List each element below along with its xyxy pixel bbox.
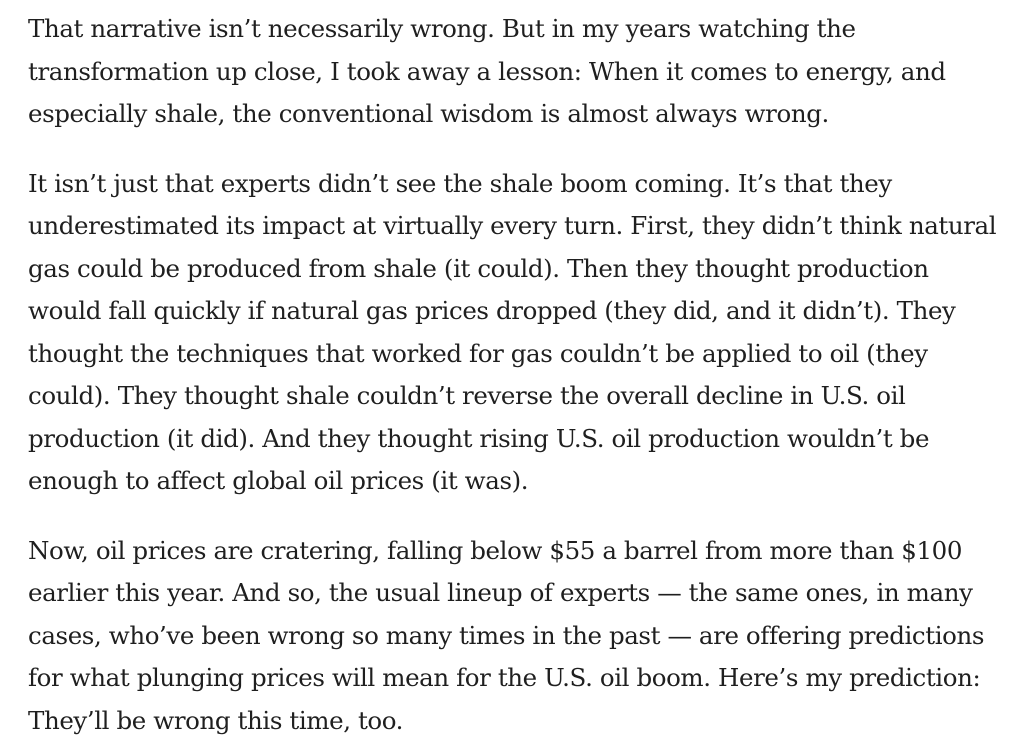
text-line: enough to affect global oil prices (it w… (28, 466, 529, 495)
text-line: production (it did). And they thought ri… (28, 423, 930, 453)
text-line: Now, oil prices are cratering, falling b… (28, 535, 963, 565)
text-line: for what plunging prices will mean for t… (28, 663, 981, 692)
text-line: gas could be produced from shale (it cou… (28, 253, 929, 283)
text-line: thought the techniques that worked for g… (28, 338, 928, 368)
paragraph-3: Now, oil prices are cratering, falling b… (28, 530, 1018, 743)
text-line: cases, who’ve been wrong so many times i… (28, 620, 985, 650)
text-line: It isn’t just that experts didn’t see th… (28, 168, 892, 198)
text-line: would fall quickly if natural gas prices… (28, 296, 956, 325)
article-body: That narrative isn’t necessarily wrong. … (28, 8, 1018, 742)
text-line: That narrative isn’t necessarily wrong. … (28, 14, 856, 43)
text-line: earlier this year. And so, the usual lin… (28, 578, 973, 607)
paragraph-2: It isn’t just that experts didn’t see th… (28, 163, 1018, 503)
text-line: They’ll be wrong this time, too. (28, 705, 404, 735)
text-line: underestimated its impact at virtually e… (28, 211, 997, 240)
text-line: could). They thought shale couldn’t reve… (28, 381, 906, 410)
text-line: especially shale, the conventional wisdo… (28, 99, 829, 128)
paragraph-1: That narrative isn’t necessarily wrong. … (28, 8, 1018, 136)
text-line: transformation up close, I took away a l… (28, 56, 946, 86)
